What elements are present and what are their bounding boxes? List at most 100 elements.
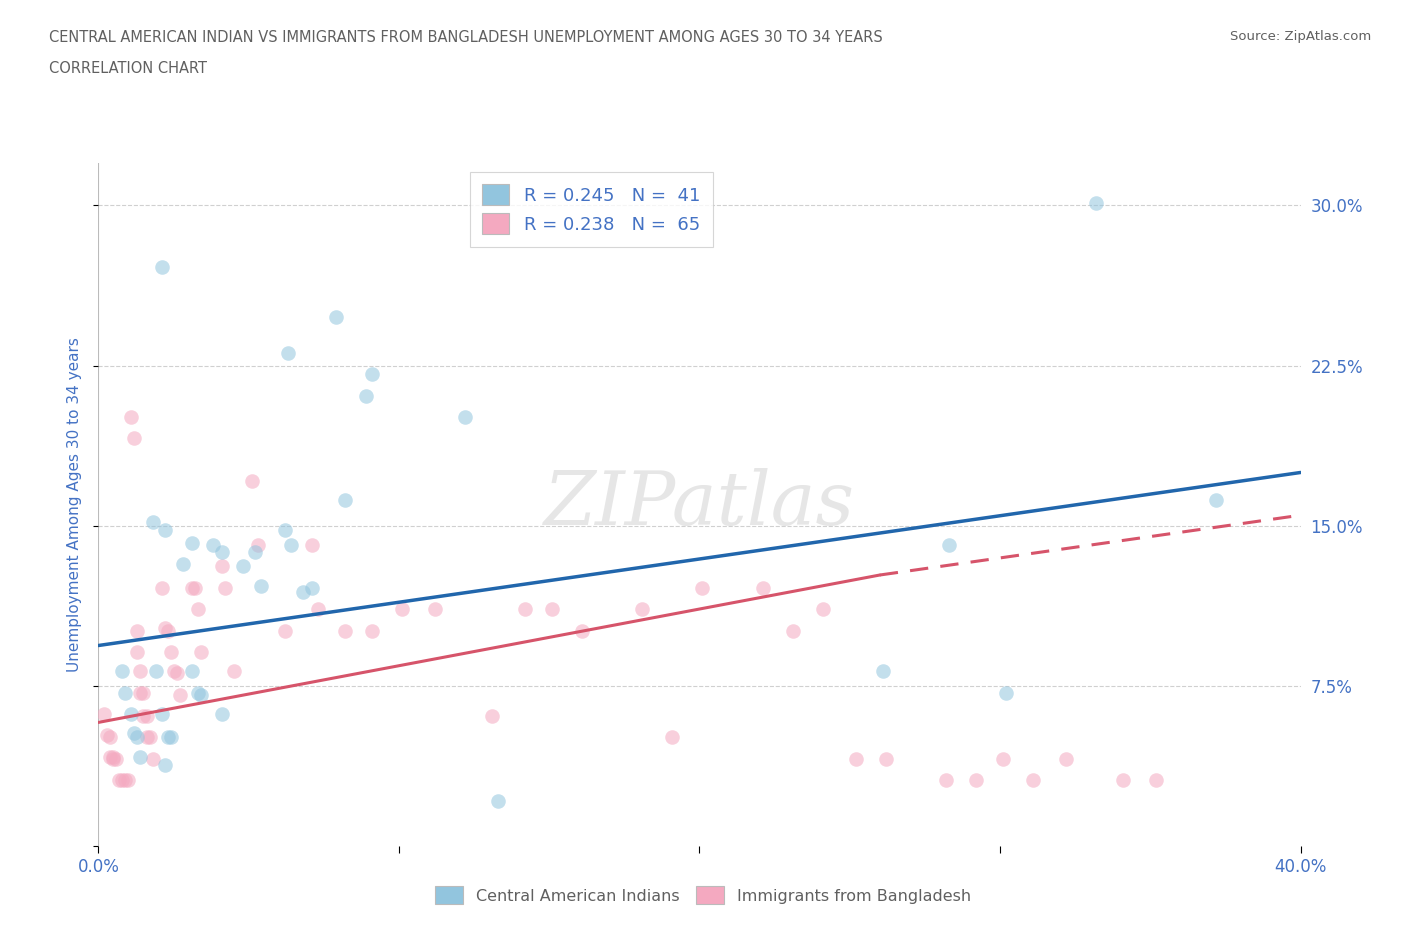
Point bbox=[190, 644, 212, 659]
Point bbox=[172, 557, 194, 572]
Point bbox=[325, 309, 347, 324]
Point bbox=[541, 602, 564, 617]
Text: CORRELATION CHART: CORRELATION CHART bbox=[49, 61, 207, 76]
Point bbox=[117, 773, 139, 788]
Legend: R = 0.245   N =  41, R = 0.238   N =  65: R = 0.245 N = 41, R = 0.238 N = 65 bbox=[470, 172, 713, 246]
Point bbox=[121, 707, 143, 722]
Point bbox=[872, 664, 894, 679]
Point bbox=[132, 709, 155, 724]
Point bbox=[93, 707, 115, 722]
Point bbox=[211, 544, 233, 559]
Point bbox=[249, 578, 271, 593]
Point bbox=[631, 602, 654, 617]
Y-axis label: Unemployment Among Ages 30 to 34 years: Unemployment Among Ages 30 to 34 years bbox=[67, 337, 83, 672]
Point bbox=[183, 580, 205, 595]
Point bbox=[692, 580, 714, 595]
Point bbox=[1085, 196, 1108, 211]
Point bbox=[995, 685, 1018, 700]
Point bbox=[138, 730, 160, 745]
Point bbox=[243, 544, 266, 559]
Point bbox=[180, 536, 202, 551]
Point bbox=[127, 730, 149, 745]
Legend: Central American Indians, Immigrants from Bangladesh: Central American Indians, Immigrants fro… bbox=[429, 880, 977, 910]
Point bbox=[132, 685, 155, 700]
Point bbox=[129, 750, 152, 764]
Point bbox=[301, 538, 323, 552]
Point bbox=[124, 431, 146, 445]
Point bbox=[481, 709, 503, 724]
Point bbox=[150, 707, 173, 722]
Point bbox=[159, 644, 181, 659]
Point bbox=[214, 580, 236, 595]
Point bbox=[1054, 751, 1077, 766]
Point bbox=[100, 750, 122, 764]
Point bbox=[361, 366, 384, 381]
Point bbox=[141, 751, 163, 766]
Point bbox=[211, 559, 233, 574]
Point bbox=[661, 730, 683, 745]
Point bbox=[153, 758, 176, 773]
Point bbox=[333, 623, 356, 638]
Point bbox=[246, 538, 269, 552]
Point bbox=[354, 388, 377, 403]
Point bbox=[156, 623, 179, 638]
Point bbox=[166, 666, 188, 681]
Point bbox=[935, 773, 957, 788]
Point bbox=[751, 580, 773, 595]
Point bbox=[571, 623, 593, 638]
Point bbox=[153, 523, 176, 538]
Point bbox=[114, 773, 136, 788]
Text: Source: ZipAtlas.com: Source: ZipAtlas.com bbox=[1230, 30, 1371, 43]
Point bbox=[135, 709, 157, 724]
Point bbox=[187, 602, 209, 617]
Point bbox=[159, 730, 181, 745]
Point bbox=[875, 751, 897, 766]
Point bbox=[222, 664, 245, 679]
Point bbox=[169, 687, 191, 702]
Point bbox=[782, 623, 804, 638]
Point bbox=[150, 580, 173, 595]
Point bbox=[156, 730, 179, 745]
Point bbox=[201, 538, 224, 552]
Point bbox=[96, 728, 118, 743]
Point bbox=[127, 644, 149, 659]
Point bbox=[240, 473, 263, 488]
Point bbox=[1022, 773, 1045, 788]
Point bbox=[333, 493, 356, 508]
Point bbox=[307, 602, 329, 617]
Point bbox=[1112, 773, 1135, 788]
Point bbox=[129, 664, 152, 679]
Point bbox=[187, 685, 209, 700]
Point bbox=[423, 602, 446, 617]
Point bbox=[280, 538, 302, 552]
Point bbox=[135, 730, 157, 745]
Point bbox=[180, 664, 202, 679]
Point bbox=[845, 751, 868, 766]
Point bbox=[111, 664, 134, 679]
Point bbox=[211, 707, 233, 722]
Point bbox=[114, 685, 136, 700]
Point bbox=[361, 623, 384, 638]
Point bbox=[811, 602, 834, 617]
Point bbox=[180, 580, 202, 595]
Point bbox=[141, 514, 163, 529]
Point bbox=[938, 538, 960, 552]
Point bbox=[127, 623, 149, 638]
Point bbox=[105, 751, 128, 766]
Point bbox=[190, 687, 212, 702]
Point bbox=[103, 751, 125, 766]
Point bbox=[111, 773, 134, 788]
Point bbox=[1144, 773, 1167, 788]
Point bbox=[454, 409, 477, 424]
Point bbox=[391, 602, 413, 617]
Point bbox=[103, 750, 125, 764]
Point bbox=[153, 621, 176, 636]
Point bbox=[150, 260, 173, 275]
Point bbox=[108, 773, 131, 788]
Point bbox=[965, 773, 987, 788]
Point bbox=[277, 345, 299, 360]
Text: CENTRAL AMERICAN INDIAN VS IMMIGRANTS FROM BANGLADESH UNEMPLOYMENT AMONG AGES 30: CENTRAL AMERICAN INDIAN VS IMMIGRANTS FR… bbox=[49, 30, 883, 45]
Point bbox=[274, 623, 297, 638]
Point bbox=[100, 730, 122, 745]
Point bbox=[301, 580, 323, 595]
